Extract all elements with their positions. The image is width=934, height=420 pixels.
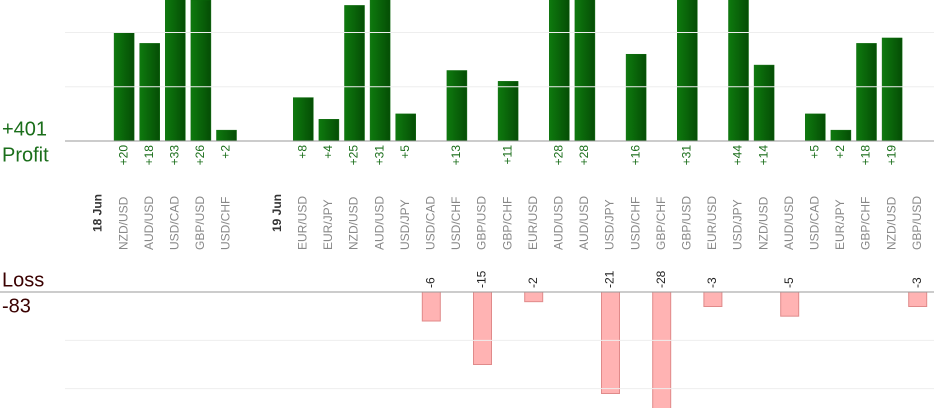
- profit-bar: [677, 0, 698, 141]
- profit-bar: [549, 0, 570, 141]
- profit-label: +8: [295, 145, 309, 159]
- profit-label: +20: [116, 145, 130, 166]
- pair-label: EUR/USD: [526, 196, 540, 250]
- profit-bar: [293, 97, 314, 141]
- loss-label: -3: [705, 277, 719, 288]
- profit-label: +13: [449, 145, 463, 166]
- pair-label: GBP/USD: [193, 196, 207, 250]
- profit-label: +2: [219, 145, 233, 159]
- pair-label: GBP/USD: [910, 196, 924, 250]
- pair-label: GBP/CHF: [500, 197, 514, 250]
- profit-bar: [216, 129, 237, 141]
- profit-bar: [318, 119, 340, 141]
- profit-label: +14: [756, 145, 770, 166]
- profit-label: +31: [679, 145, 693, 166]
- pair-label: USD/CHF: [449, 197, 463, 250]
- pair-label: NZD/USD: [347, 196, 361, 250]
- profit-bar: [165, 0, 186, 141]
- profit-label: +5: [807, 145, 821, 159]
- profit-bar: [728, 0, 749, 141]
- pair-label: NZD/USD: [884, 196, 898, 250]
- loss-bar: [780, 292, 800, 317]
- pair-label: USD/JPY: [398, 199, 412, 250]
- profit-bar: [805, 113, 826, 141]
- profit-bar: [446, 70, 468, 141]
- pair-label: GBP/CHF: [654, 197, 668, 250]
- pair-label: EUR/USD: [705, 196, 719, 250]
- pair-label: AUD/USD: [782, 196, 796, 250]
- profit-label: +2: [833, 145, 847, 159]
- loss-label: -6: [423, 277, 437, 288]
- date-label: 19 Jun: [270, 194, 284, 232]
- profit-label: +31: [372, 145, 386, 166]
- loss-bar: [652, 292, 672, 408]
- pair-label: AUD/USD: [577, 196, 591, 250]
- profit-label: +19: [884, 145, 898, 166]
- pair-label: USD/CHF: [219, 197, 233, 250]
- pair-label: NZD/USD: [116, 196, 130, 250]
- profit-label: +28: [551, 145, 565, 166]
- date-label: 18 Jun: [91, 194, 105, 232]
- profit-bar: [830, 129, 852, 141]
- loss-label: -15: [475, 270, 489, 288]
- loss-bar: [524, 292, 544, 303]
- profit-label: +28: [577, 145, 591, 166]
- loss-label: -5: [782, 277, 796, 288]
- pair-label: EUR/USD: [295, 196, 309, 250]
- pair-label: USD/JPY: [603, 199, 617, 250]
- pair-label: GBP/USD: [679, 196, 693, 250]
- profit-title: Profit: [2, 144, 49, 166]
- profit-label: +25: [347, 145, 361, 166]
- loss-total: -83: [2, 295, 31, 317]
- loss-label: -21: [603, 270, 617, 288]
- profit-bar: [497, 81, 519, 141]
- loss-bar: [908, 292, 928, 307]
- loss-bar: [473, 292, 492, 365]
- pair-label: USD/CHF: [628, 197, 642, 250]
- loss-bar: [703, 292, 723, 307]
- pair-label: USD/JPY: [731, 199, 745, 250]
- profit-bar: [369, 0, 391, 141]
- profit-total: +401: [2, 118, 47, 140]
- loss-label: -3: [910, 277, 924, 288]
- profit-label: +18: [859, 145, 873, 166]
- profit-label: +33: [167, 145, 181, 166]
- pair-label: EUR/JPY: [321, 199, 335, 250]
- profit-label: +11: [500, 145, 514, 165]
- pair-label: USD/CAD: [807, 196, 821, 250]
- pair-label: USD/CAD: [423, 196, 437, 250]
- loss-bar: [601, 292, 620, 394]
- profit-bar: [344, 5, 365, 141]
- profit-bar: [190, 0, 212, 141]
- profit-bar: [856, 43, 877, 141]
- loss-label: -28: [654, 270, 668, 288]
- profit-bar: [574, 0, 596, 141]
- profit-label: +4: [321, 145, 335, 159]
- pair-label: AUD/USD: [551, 196, 565, 250]
- profit-label: +16: [628, 145, 642, 166]
- profit-bar: [753, 64, 775, 141]
- profit-label: +44: [731, 145, 745, 166]
- pair-label: GBP/USD: [475, 196, 489, 250]
- loss-label: -2: [526, 277, 540, 288]
- loss-title: Loss: [2, 269, 44, 291]
- loss-bar: [421, 292, 441, 322]
- profit-bar: [881, 37, 903, 141]
- pair-label: GBP/CHF: [859, 197, 873, 250]
- profit-bar: [625, 53, 647, 141]
- profit-label: +18: [142, 145, 156, 166]
- profit-label: +5: [398, 145, 412, 159]
- pair-label: USD/CAD: [167, 196, 181, 250]
- profit-label: +26: [193, 145, 207, 166]
- pair-label: NZD/USD: [756, 196, 770, 250]
- pair-label: AUD/USD: [372, 196, 386, 250]
- pair-label: EUR/JPY: [833, 199, 847, 250]
- pair-label: AUD/USD: [142, 196, 156, 250]
- profit-bar: [139, 43, 160, 141]
- profit-bar: [395, 113, 416, 141]
